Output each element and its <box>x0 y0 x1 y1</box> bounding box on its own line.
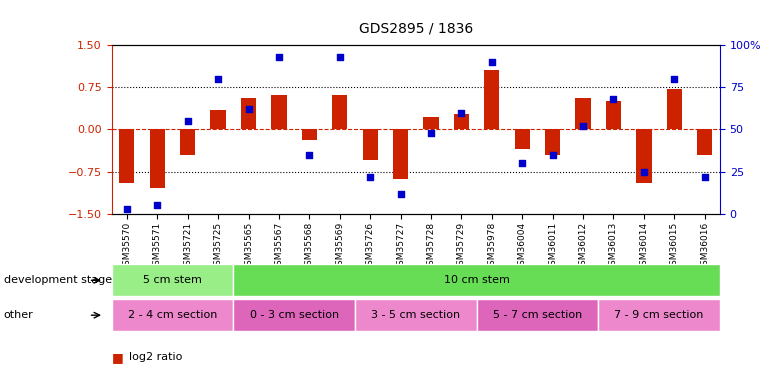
Bar <box>424 117 439 129</box>
Bar <box>575 99 591 129</box>
Bar <box>454 114 469 129</box>
Text: development stage: development stage <box>4 275 112 285</box>
Text: log2 ratio: log2 ratio <box>129 352 182 362</box>
Bar <box>332 94 347 129</box>
Bar <box>241 99 256 129</box>
Point <box>698 174 711 180</box>
Point <box>243 106 255 112</box>
Point <box>425 130 437 136</box>
Bar <box>302 129 317 140</box>
Point <box>516 160 528 166</box>
Point <box>121 206 133 212</box>
Point <box>273 54 285 60</box>
Point <box>212 76 224 82</box>
Bar <box>271 94 286 129</box>
Bar <box>484 70 500 129</box>
Bar <box>363 129 378 160</box>
Text: ■: ■ <box>112 351 123 364</box>
Bar <box>210 110 226 129</box>
Point <box>182 118 194 124</box>
Bar <box>545 129 561 154</box>
Text: 7 - 9 cm section: 7 - 9 cm section <box>614 310 704 320</box>
Point <box>486 59 498 65</box>
Bar <box>393 129 408 179</box>
Bar <box>514 129 530 149</box>
Point <box>577 123 589 129</box>
Point <box>547 152 559 157</box>
Bar <box>606 101 621 129</box>
Bar <box>667 89 682 129</box>
Text: 5 - 7 cm section: 5 - 7 cm section <box>493 310 582 320</box>
Text: 0 - 3 cm section: 0 - 3 cm section <box>249 310 339 320</box>
Text: ■: ■ <box>112 374 123 375</box>
Point <box>364 174 377 180</box>
Bar <box>149 129 165 188</box>
Point <box>455 110 467 116</box>
Point <box>151 202 163 208</box>
Bar <box>119 129 135 183</box>
Bar <box>636 129 651 183</box>
Point <box>333 54 346 60</box>
Point <box>638 169 650 175</box>
Bar <box>697 129 712 154</box>
Point <box>394 190 407 196</box>
Text: 5 cm stem: 5 cm stem <box>143 275 202 285</box>
Text: 3 - 5 cm section: 3 - 5 cm section <box>371 310 460 320</box>
Point <box>608 96 620 102</box>
Point <box>668 76 681 82</box>
Text: 2 - 4 cm section: 2 - 4 cm section <box>128 310 217 320</box>
Text: other: other <box>4 310 34 320</box>
Point <box>303 152 316 157</box>
Bar <box>180 129 196 154</box>
Text: 10 cm stem: 10 cm stem <box>444 275 510 285</box>
Text: GDS2895 / 1836: GDS2895 / 1836 <box>359 22 473 36</box>
